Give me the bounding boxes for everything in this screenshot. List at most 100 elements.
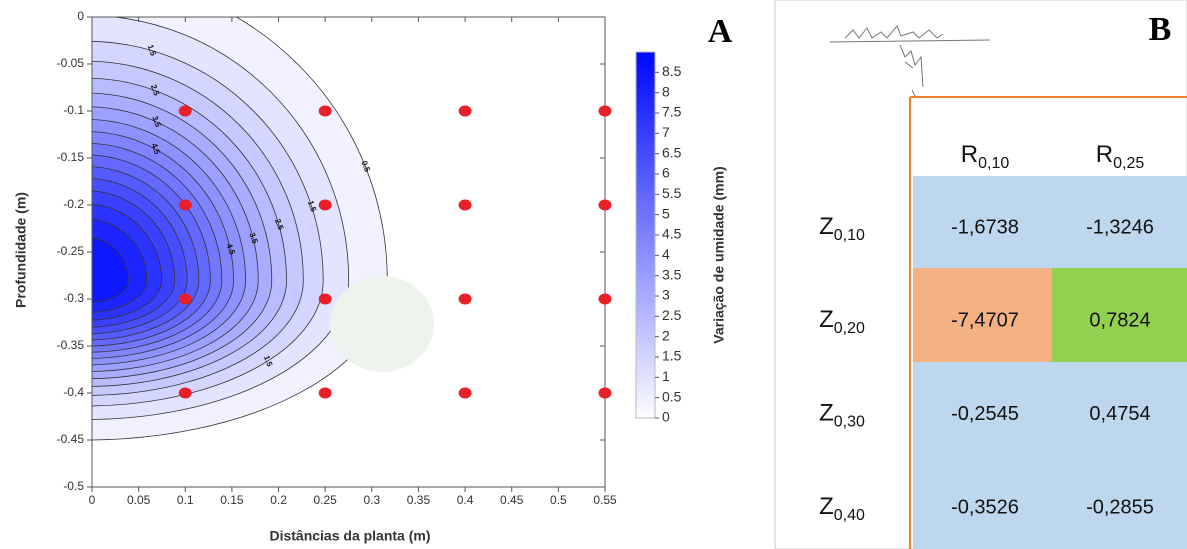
colorbar-swatch	[636, 137, 655, 144]
panel-label: A	[708, 13, 733, 50]
contour-label: 2.5	[273, 218, 285, 232]
sample-point	[598, 387, 612, 399]
colorbar-swatch	[636, 375, 655, 382]
sample-point	[178, 293, 192, 305]
colorbar-tick-label: 3	[662, 287, 670, 303]
x-tick-label: 0.5	[550, 493, 567, 507]
colorbar-tick-label: 0.5	[662, 388, 682, 404]
table-cell	[913, 362, 1052, 455]
colorbar-tick-label: 6	[662, 165, 670, 181]
column-header-symbol: R	[1096, 141, 1113, 168]
table-cell	[913, 268, 1052, 362]
colorbar-tick-label: 2.5	[662, 307, 682, 323]
x-tick-label: 0	[89, 493, 96, 507]
colorbar-swatch	[636, 125, 655, 132]
colorbar-title: Variação de umidade (mm)	[711, 166, 727, 343]
sample-point	[458, 199, 472, 211]
row-header-symbol: Z	[819, 213, 834, 240]
contour-area: 4.53.52.51.50.55.56.54.53.52.51.50.51.50…	[92, 17, 388, 441]
colorbar-swatch	[636, 369, 655, 376]
colorbar-swatch	[636, 149, 655, 157]
contour-label: 3.5	[247, 231, 259, 245]
colorbar-swatch	[636, 167, 655, 175]
cell-value: -7,4707	[951, 309, 1019, 331]
colorbar-swatch	[636, 198, 655, 205]
cell-value: -0,3526	[951, 496, 1019, 518]
contour-label: 1.5	[262, 354, 274, 368]
colorbar-swatch	[636, 64, 655, 71]
table-cell	[1052, 268, 1187, 362]
table-cell	[913, 455, 1052, 549]
sample-point	[178, 199, 192, 211]
colorbar-swatch	[636, 100, 655, 108]
cell-value: -1,3246	[1086, 216, 1154, 238]
x-axis-title: Distâncias da planta (m)	[269, 528, 430, 544]
y-tick-label: -0.3	[63, 291, 84, 305]
colorbar-swatch	[636, 119, 655, 126]
colorbar-swatch	[636, 76, 655, 83]
colorbar-swatch	[636, 350, 655, 358]
y-tick-label: -0.35	[57, 338, 85, 352]
contour-label: 0.5	[360, 160, 372, 174]
row-header-symbol: Z	[819, 400, 834, 427]
colorbar-swatch	[636, 265, 655, 273]
colorbar-swatch	[636, 314, 655, 321]
column-header: R0,25	[1096, 141, 1145, 172]
row-header: Z0,40	[819, 493, 865, 524]
colorbar-tick-label: 1.5	[662, 348, 682, 364]
sample-point	[598, 293, 612, 305]
colorbar-swatch	[636, 241, 655, 248]
table-cell	[1052, 176, 1187, 268]
colorbar-swatch	[636, 259, 655, 266]
colorbar-swatch	[636, 113, 655, 120]
colorbar-swatch	[636, 222, 655, 230]
x-tick-label: 0.55	[593, 493, 617, 507]
sample-point	[178, 387, 192, 399]
blob	[330, 276, 434, 372]
cell-value: 0,4754	[1089, 403, 1150, 425]
colorbar-swatch	[636, 58, 655, 65]
x-tick-label: 0.05	[127, 493, 151, 507]
colorbar-swatch	[636, 302, 655, 309]
sample-point	[318, 387, 332, 399]
colorbar-swatch	[636, 235, 655, 242]
y-tick-label: -0.15	[57, 150, 85, 164]
row-header-sub: 0,20	[834, 320, 865, 337]
colorbar-swatch	[636, 393, 655, 401]
sample-point	[458, 387, 472, 399]
y-axis-title: Profundidade (m)	[13, 192, 29, 308]
colorbar-swatch	[636, 210, 655, 218]
colorbar-swatch	[636, 82, 655, 90]
column-header-sub: 0,25	[1113, 155, 1144, 172]
colorbar-swatch	[636, 247, 655, 254]
row-header: Z0,20	[819, 306, 865, 337]
row-header: Z0,30	[819, 400, 865, 431]
plant-sketch	[829, 25, 991, 99]
table-cell	[913, 176, 1052, 268]
x-tick-label: 0.1	[177, 493, 194, 507]
row-header-sub: 0,30	[834, 414, 865, 431]
colorbar-tick-label: 4.5	[662, 226, 682, 242]
y-tick-label: -0.45	[57, 432, 85, 446]
colorbar-swatch	[636, 308, 655, 315]
colorbar-tick-label: 3.5	[662, 266, 682, 282]
colorbar-swatch	[636, 52, 655, 59]
colorbar-swatch	[636, 186, 655, 193]
cell-value: -1,6738	[951, 216, 1019, 238]
y-tick-label: -0.5	[63, 479, 84, 493]
colorbar-tick-label: 8	[662, 83, 670, 99]
colorbar-swatch	[636, 228, 655, 236]
colorbar-tick-label: 0	[662, 409, 670, 425]
cell-value: -0,2545	[951, 403, 1019, 425]
y-tick-label: -0.1	[63, 103, 84, 117]
y-tick-label: -0.05	[57, 56, 85, 70]
table-cell	[1052, 362, 1187, 455]
colorbar-swatch	[636, 289, 655, 297]
colorbar-swatch	[636, 326, 655, 334]
colorbar-swatch	[636, 192, 655, 199]
table-cell	[1052, 455, 1187, 549]
contour-label: 4.5	[150, 142, 162, 156]
colorbar-swatch	[636, 180, 655, 187]
colorbar-tick-label: 8.5	[662, 63, 682, 79]
